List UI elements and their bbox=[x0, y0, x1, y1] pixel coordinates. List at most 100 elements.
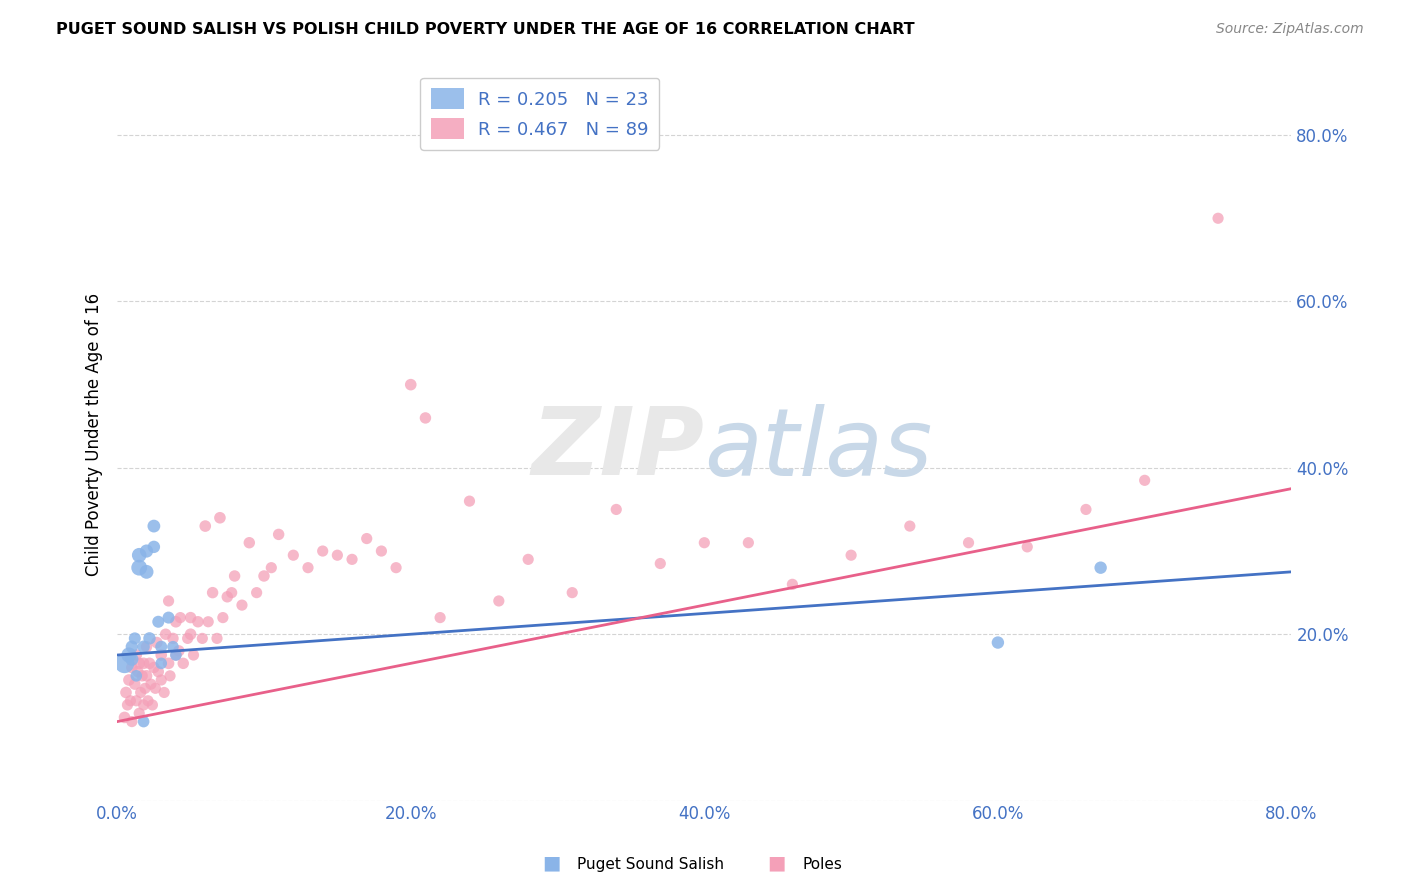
Point bbox=[142, 519, 165, 533]
Point bbox=[283, 548, 305, 562]
Point bbox=[128, 548, 150, 562]
Point bbox=[128, 657, 150, 671]
Point bbox=[134, 681, 156, 696]
Point bbox=[167, 644, 190, 658]
Point bbox=[238, 535, 260, 549]
Point bbox=[183, 648, 205, 662]
Text: Puget Sound Salish: Puget Sound Salish bbox=[578, 857, 724, 872]
Point bbox=[176, 632, 198, 646]
Point bbox=[125, 669, 148, 683]
Point bbox=[118, 673, 141, 687]
Point bbox=[157, 610, 180, 624]
Point bbox=[399, 377, 422, 392]
Point bbox=[1090, 560, 1112, 574]
Point bbox=[141, 698, 163, 712]
Point bbox=[212, 610, 235, 624]
Point bbox=[517, 552, 540, 566]
Point bbox=[157, 594, 180, 608]
Point bbox=[142, 660, 165, 674]
Point bbox=[131, 669, 153, 683]
Point bbox=[231, 598, 253, 612]
Point bbox=[605, 502, 627, 516]
Point bbox=[312, 544, 335, 558]
Point bbox=[169, 610, 191, 624]
Point bbox=[1074, 502, 1097, 516]
Point bbox=[125, 694, 148, 708]
Point bbox=[194, 519, 217, 533]
Point bbox=[121, 640, 143, 654]
Point bbox=[148, 665, 170, 679]
Point bbox=[150, 648, 173, 662]
Point bbox=[253, 569, 276, 583]
Point bbox=[370, 544, 392, 558]
Point bbox=[153, 685, 176, 699]
Point bbox=[162, 640, 184, 654]
Point bbox=[135, 640, 157, 654]
Point bbox=[737, 535, 759, 549]
Text: ■: ■ bbox=[543, 854, 561, 872]
Point bbox=[201, 585, 224, 599]
Point bbox=[165, 648, 187, 662]
Point bbox=[429, 610, 451, 624]
Point bbox=[136, 694, 159, 708]
Point bbox=[208, 510, 231, 524]
Point bbox=[135, 565, 157, 579]
Point bbox=[356, 532, 378, 546]
Point bbox=[142, 540, 165, 554]
Point bbox=[1017, 540, 1039, 554]
Point bbox=[987, 635, 1010, 649]
Point bbox=[121, 660, 143, 674]
Point bbox=[693, 535, 716, 549]
Point bbox=[385, 560, 408, 574]
Text: PUGET SOUND SALISH VS POLISH CHILD POVERTY UNDER THE AGE OF 16 CORRELATION CHART: PUGET SOUND SALISH VS POLISH CHILD POVER… bbox=[56, 22, 915, 37]
Text: ■: ■ bbox=[768, 854, 786, 872]
Point bbox=[138, 657, 160, 671]
Point bbox=[180, 627, 202, 641]
Point bbox=[561, 585, 583, 599]
Point bbox=[114, 657, 136, 671]
Point bbox=[267, 527, 290, 541]
Point bbox=[150, 657, 173, 671]
Point bbox=[297, 560, 319, 574]
Text: ZIP: ZIP bbox=[531, 403, 704, 495]
Point bbox=[132, 714, 155, 729]
Point bbox=[148, 615, 170, 629]
Point bbox=[124, 677, 146, 691]
Point bbox=[132, 640, 155, 654]
Point bbox=[118, 648, 141, 662]
Point bbox=[224, 569, 246, 583]
Text: Poles: Poles bbox=[801, 857, 842, 872]
Point bbox=[246, 585, 269, 599]
Point bbox=[340, 552, 363, 566]
Point bbox=[191, 632, 214, 646]
Point bbox=[128, 560, 150, 574]
Point bbox=[139, 677, 162, 691]
Y-axis label: Child Poverty Under the Age of 16: Child Poverty Under the Age of 16 bbox=[86, 293, 103, 576]
Point bbox=[155, 627, 177, 641]
Point bbox=[162, 632, 184, 646]
Point bbox=[415, 411, 437, 425]
Point bbox=[1206, 211, 1229, 226]
Point bbox=[187, 615, 209, 629]
Point bbox=[143, 681, 166, 696]
Point bbox=[127, 665, 149, 679]
Point bbox=[135, 544, 157, 558]
Point bbox=[1133, 473, 1156, 487]
Point bbox=[132, 657, 155, 671]
Point bbox=[135, 669, 157, 683]
Legend: R = 0.205   N = 23, R = 0.467   N = 89: R = 0.205 N = 23, R = 0.467 N = 89 bbox=[420, 78, 659, 150]
Point bbox=[132, 698, 155, 712]
Text: atlas: atlas bbox=[704, 404, 932, 495]
Point bbox=[121, 714, 143, 729]
Point bbox=[114, 710, 136, 724]
Point bbox=[458, 494, 481, 508]
Point bbox=[197, 615, 219, 629]
Point bbox=[839, 548, 862, 562]
Point bbox=[150, 640, 173, 654]
Point bbox=[898, 519, 921, 533]
Point bbox=[138, 632, 160, 646]
Point bbox=[260, 560, 283, 574]
Point bbox=[326, 548, 349, 562]
Point bbox=[121, 652, 143, 666]
Point bbox=[205, 632, 228, 646]
